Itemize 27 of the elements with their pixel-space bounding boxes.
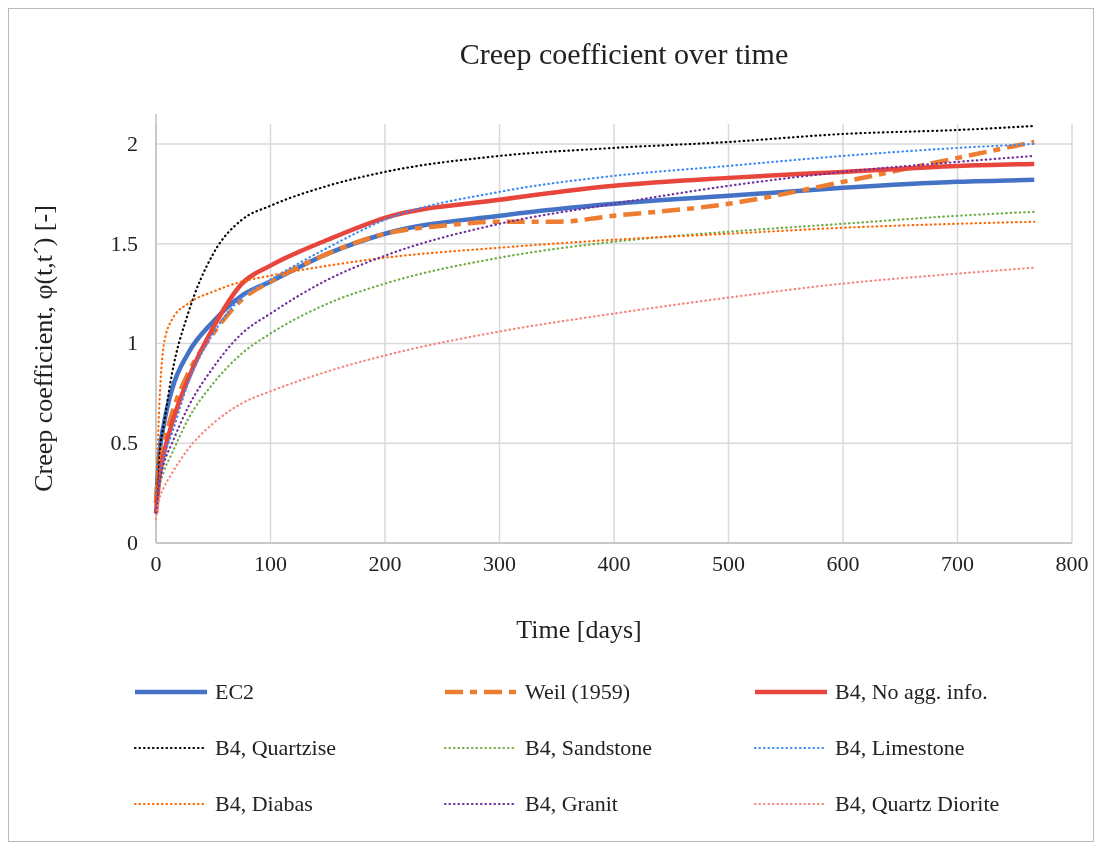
x-tick-label: 400 — [597, 551, 631, 576]
legend-label: B4, Sandstone — [525, 735, 653, 760]
y-tick-label: 2 — [127, 130, 138, 156]
legend-label: B4, Limestone — [835, 735, 965, 760]
x-tick-label: 600 — [826, 551, 860, 576]
y-tick-label: 0 — [127, 530, 138, 555]
line-series — [154, 266, 1036, 521]
x-tick-label: 200 — [368, 551, 402, 576]
x-tick-label: 700 — [941, 551, 974, 576]
y-axis-title: Creep coefficient, φ(t,t´) [-] — [29, 205, 58, 492]
y-tick-label: 1.5 — [110, 230, 138, 256]
legend-label: B4, Diabas — [215, 791, 313, 816]
legend-label: EC2 — [215, 679, 255, 704]
x-tick-label: 800 — [1055, 551, 1089, 576]
legend-label: Weil (1959) — [525, 679, 631, 704]
legend-label: B4, Granit — [525, 791, 618, 816]
chart-title: Creep coefficient over time — [459, 37, 789, 70]
legend-label: B4, No agg. info. — [835, 679, 988, 704]
x-tick-label: 100 — [254, 551, 287, 576]
x-axis-title: Time [days] — [516, 615, 642, 644]
x-tick-label: 300 — [483, 551, 516, 576]
y-tick-label: 0.5 — [110, 430, 138, 456]
x-tick-label: 0 — [150, 551, 162, 576]
x-tick-label: 500 — [712, 551, 745, 576]
legend-label: B4, Quartzise — [215, 735, 336, 760]
y-tick-label: 1 — [127, 330, 138, 356]
legend-label: B4, Quartz Diorite — [835, 791, 1000, 816]
